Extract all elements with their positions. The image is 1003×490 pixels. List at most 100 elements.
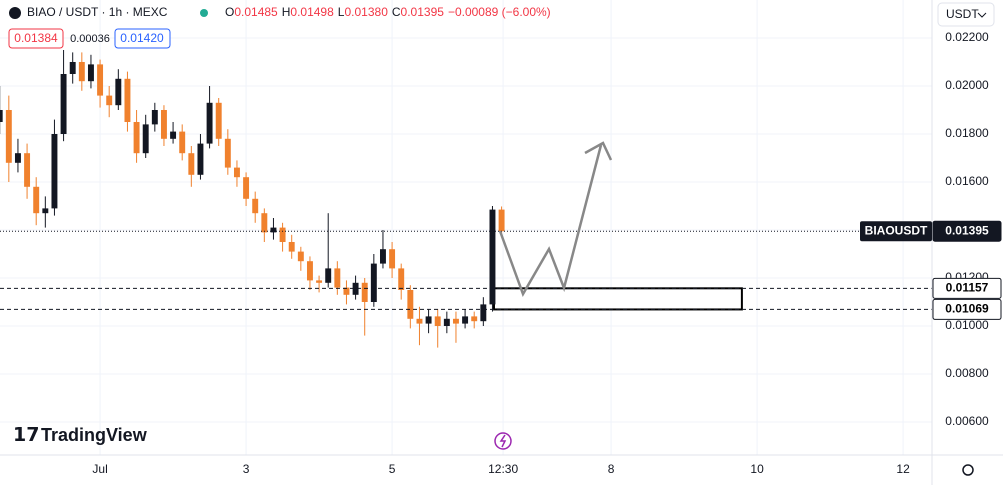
candles: [0, 49, 505, 348]
candle-body: [471, 316, 478, 322]
candle-body: [334, 268, 341, 288]
projection-arrow: [498, 144, 603, 297]
ohlc-key: L: [338, 5, 345, 19]
currency-button[interactable]: [937, 2, 995, 27]
candle-body: [133, 121, 140, 154]
settings-icon[interactable]: [962, 464, 974, 476]
ohlc-key: H: [282, 5, 291, 19]
candle-body: [5, 109, 12, 163]
price-lines: [0, 230, 932, 310]
candle-body: [370, 263, 377, 302]
ohlc-value: 0.01395: [401, 5, 445, 19]
candle-body: [87, 64, 94, 82]
candle-body: [197, 143, 204, 175]
candle-body: [489, 209, 496, 305]
candle-body: [170, 131, 177, 139]
y-tick-label: 0.01600: [945, 174, 989, 188]
bid: 0.01384: [14, 31, 58, 45]
candle-body: [224, 138, 231, 168]
candle-body: [160, 109, 167, 139]
price-label: 0.01157: [946, 280, 989, 294]
grid: [0, 0, 932, 455]
symbol[interactable]: BIAO / USDT · 1h · MEXC: [27, 5, 168, 19]
candle-body: [261, 213, 268, 233]
candle-body: [270, 227, 277, 233]
ohlc-value: 0.01485: [234, 5, 278, 19]
candle-body: [252, 198, 259, 214]
tv-mark: 𝟭𝟳: [13, 425, 39, 446]
candle-body: [316, 280, 323, 283]
arrow-head: [584, 141, 613, 161]
candle-body: [60, 73, 67, 134]
candle-body: [306, 261, 313, 281]
status-dot: [200, 9, 208, 17]
y-tick-label: 0.01800: [945, 126, 989, 140]
candle-body: [297, 251, 304, 262]
candle-body: [288, 241, 295, 252]
price-badge: [932, 277, 1002, 299]
candle-body: [434, 316, 441, 326]
x-tick-label: 8: [608, 462, 615, 476]
candle-body: [425, 316, 432, 324]
candle-body: [279, 227, 286, 242]
candle-body: [389, 249, 396, 269]
ohlc: O 0.01485 H 0.01498 L 0.01380 C 0.01395 −0.00089…: [225, 5, 551, 19]
y-tick-label: 0.01000: [945, 318, 989, 332]
candle-body: [78, 61, 85, 82]
x-tick-label: Jul: [92, 462, 107, 476]
candle-body: [325, 268, 332, 283]
candle-body: [352, 282, 359, 295]
y-tick-label: 0.00800: [945, 366, 989, 380]
candle-body: [42, 208, 49, 214]
ask-box[interactable]: [114, 28, 171, 49]
ask: 0.01420: [120, 31, 164, 45]
symbol-logo: [9, 7, 21, 19]
x-tick-label: 12: [896, 462, 910, 476]
y-tick-label: 0.00600: [945, 414, 989, 428]
x-tick-label: 3: [243, 462, 250, 476]
candle-body: [115, 78, 122, 106]
events-icon[interactable]: [494, 432, 512, 450]
candle-body: [343, 287, 350, 295]
candle-body: [106, 95, 113, 106]
dropdown-icon: [977, 12, 987, 18]
candle-body: [188, 153, 195, 175]
x-tick-label: 12:30: [488, 462, 518, 476]
candle-body: [462, 316, 469, 324]
candle-body: [179, 131, 186, 154]
candle-body: [142, 124, 149, 154]
candle-body: [14, 153, 21, 163]
ohlc-key: O: [225, 5, 234, 19]
candle-body: [243, 177, 250, 199]
candle-body: [124, 78, 131, 122]
y-tick-label: 0.02000: [945, 78, 989, 92]
candle-body: [33, 186, 40, 214]
logo: TradingView: [41, 425, 148, 445]
price-badges: 0.01395 BIAOUSDT 0.01157 0.01069: [860, 220, 1002, 320]
ohlc-value: 0.01380: [344, 5, 388, 19]
candle-body: [97, 64, 104, 96]
zone-layer: [492, 287, 743, 311]
symbol-label: BIAOUSDT: [865, 223, 928, 237]
candle-body: [233, 167, 240, 178]
price-label: 0.01069: [945, 302, 989, 316]
candle-body: [51, 133, 58, 209]
axes: 0.006000.008000.010000.012000.014000.016…: [92, 30, 989, 476]
candle-body: [24, 153, 31, 187]
change: −0.00089 (−6.00%): [448, 5, 551, 19]
currency[interactable]: USDT: [946, 7, 979, 21]
candle-body: [498, 209, 505, 232]
candle-body: [407, 289, 414, 319]
candle-body: [151, 109, 158, 125]
bid-box[interactable]: [8, 28, 64, 49]
spread: 0.00036: [70, 33, 110, 45]
candle-body: [361, 282, 368, 302]
candle-body: [0, 109, 3, 122]
candle-body: [398, 268, 405, 290]
x-tick-label: 5: [389, 462, 396, 476]
candle-body: [480, 304, 487, 322]
candle-body: [215, 102, 222, 139]
events-bolt: [499, 434, 507, 448]
